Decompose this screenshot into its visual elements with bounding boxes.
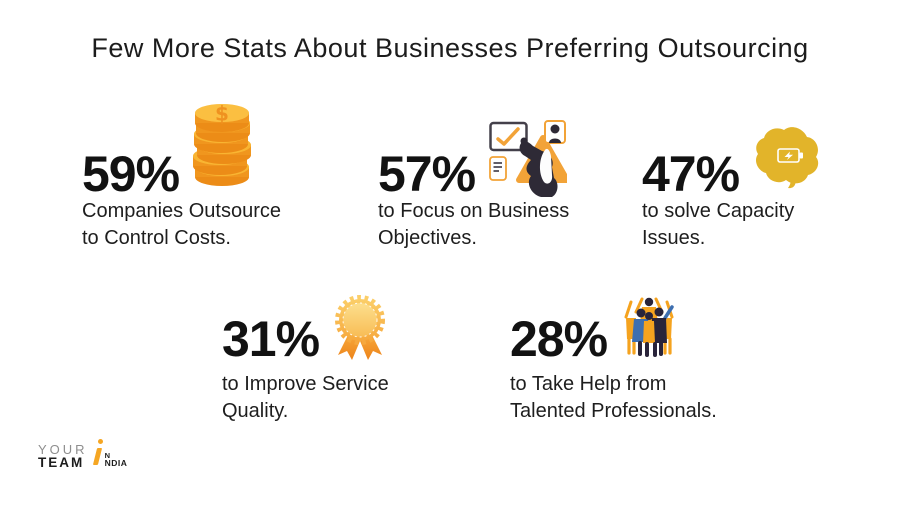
- stat-card-control-costs: 59% $ Companies Outsource to Contr: [82, 100, 281, 251]
- stat-label-line1: to Take Help from: [510, 373, 667, 395]
- stat-label: to solve Capacity Issues.: [642, 198, 827, 251]
- stat-label-line1: to Improve Service: [222, 373, 389, 395]
- logo-wordmark: YOUR TEAM: [38, 439, 88, 469]
- stat-label-line2: to Control Costs.: [82, 226, 231, 249]
- stat-label: Companies Outsource to Control Costs.: [82, 198, 281, 251]
- stat-label: to Take Help from Talented Professionals…: [510, 371, 717, 424]
- logo-letters-ndia: NDIA: [104, 458, 128, 468]
- logo-india-text: N NDIA: [104, 439, 128, 468]
- stat-label-line2: Quality.: [222, 399, 289, 422]
- stat-card-capacity-issues: 47% to solve Capacity Issues.: [642, 100, 827, 251]
- stat-card-service-quality: 31%: [222, 285, 389, 424]
- award-ribbon-icon: [332, 293, 388, 363]
- your-team-in-india-logo: YOUR TEAM N NDIA: [38, 439, 127, 469]
- logo-letter-n: N: [104, 451, 111, 460]
- logo-word-team: TEAM: [38, 455, 85, 470]
- stat-value: 28%: [510, 311, 608, 367]
- stat-card-business-objectives: 57% to Fo: [378, 100, 569, 251]
- stat-value: 57%: [378, 146, 476, 202]
- team-people-icon: [620, 295, 678, 357]
- stat-value: 47%: [642, 146, 740, 202]
- svg-text:$: $: [215, 104, 229, 126]
- stat-label-line2: Talented Professionals.: [510, 399, 717, 422]
- stat-label-line1: to solve Capacity: [642, 200, 795, 222]
- brain-capacity-icon: [753, 126, 827, 190]
- page-title: Few More Stats About Businesses Preferri…: [91, 33, 809, 63]
- business-objectives-icon: [489, 120, 568, 202]
- stat-label-line1: Companies Outsource: [82, 200, 281, 222]
- stat-card-talented-professionals: 28%: [510, 285, 717, 424]
- stat-label-line2: Objectives.: [378, 226, 477, 249]
- stat-label: to Focus on Business Objectives.: [378, 198, 569, 251]
- coin-stack-icon: $: [191, 104, 255, 190]
- stat-value: 59%: [82, 146, 180, 202]
- stat-value: 31%: [222, 311, 320, 367]
- stat-label: to Improve Service Quality.: [222, 371, 389, 424]
- logo-i-mark-icon: [92, 439, 104, 466]
- stat-label-line2: Issues.: [642, 226, 706, 249]
- stat-label-line1: to Focus on Business: [378, 200, 570, 222]
- logo-word-your: YOUR: [38, 442, 88, 457]
